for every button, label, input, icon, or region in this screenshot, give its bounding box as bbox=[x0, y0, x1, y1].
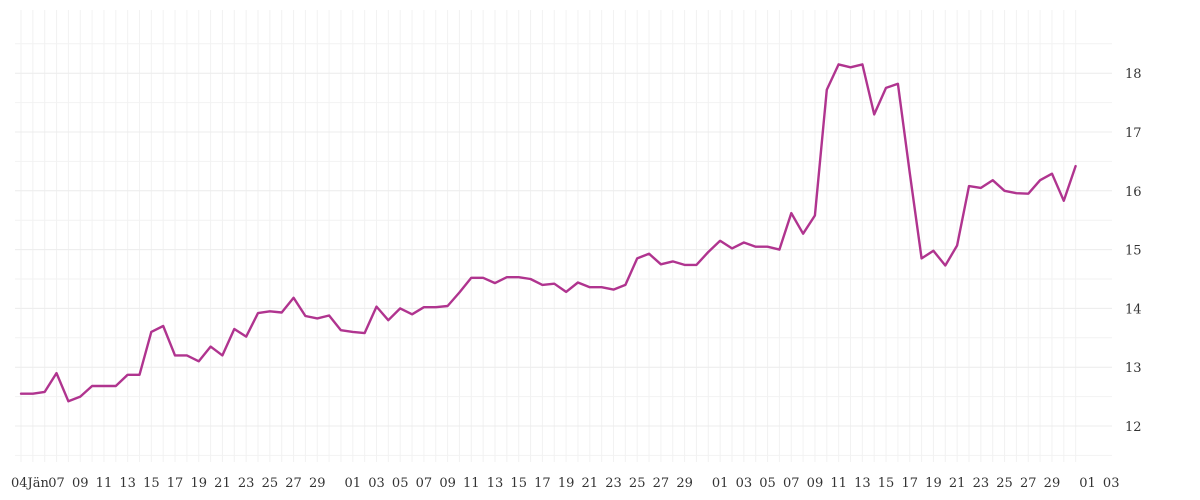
x-tick-label: 17 bbox=[901, 476, 918, 491]
y-tick-label: 16 bbox=[1125, 185, 1142, 200]
x-tick-label: 19 bbox=[558, 476, 575, 491]
x-tick-label: 15 bbox=[878, 476, 895, 491]
x-tick-label: 07 bbox=[48, 476, 65, 491]
x-tick-label: 13 bbox=[854, 476, 871, 491]
x-tick-label: 01 bbox=[345, 476, 362, 491]
x-axis-labels: 04Jän 07 09 11 13 15 17 19 21 23 25 27 29 01 03 05 07 09 1… bbox=[11, 476, 1119, 491]
x-tick-label: 09 bbox=[439, 476, 456, 491]
x-tick-label: 01 bbox=[712, 476, 729, 491]
x-tick-label: 27 bbox=[285, 476, 302, 491]
y-axis-labels: 12 13 14 15 16 17 18 bbox=[1125, 67, 1142, 435]
x-tick-label: 17 bbox=[167, 476, 184, 491]
series-line bbox=[19, 63, 1077, 403]
y-tick-label: 15 bbox=[1125, 244, 1142, 259]
x-tick-label: 11 bbox=[830, 476, 847, 491]
y-tick-label: 18 bbox=[1125, 67, 1142, 82]
x-tick-label: 05 bbox=[759, 476, 776, 491]
x-tick-label: 17 bbox=[534, 476, 551, 491]
x-tick-label: 29 bbox=[676, 476, 693, 491]
x-tick-label: 25 bbox=[996, 476, 1013, 491]
x-tick-label: 23 bbox=[238, 476, 255, 491]
x-tick-label: 15 bbox=[143, 476, 160, 491]
x-tick-label: 04Jän bbox=[11, 476, 50, 491]
x-tick-label: 23 bbox=[973, 476, 990, 491]
x-tick-label: 11 bbox=[463, 476, 480, 491]
x-tick-label: 21 bbox=[582, 476, 599, 491]
x-tick-label: 05 bbox=[392, 476, 409, 491]
x-tick-label: 25 bbox=[629, 476, 646, 491]
vertical-gridlines bbox=[20, 10, 1077, 462]
x-tick-label: 03 bbox=[368, 476, 385, 491]
x-tick-label: 29 bbox=[1044, 476, 1061, 491]
x-tick-label: 01 bbox=[1079, 476, 1096, 491]
x-tick-label: 27 bbox=[1020, 476, 1037, 491]
y-tick-label: 14 bbox=[1125, 302, 1142, 317]
x-tick-label: 09 bbox=[72, 476, 89, 491]
horizontal-gridlines bbox=[15, 43, 1112, 456]
x-tick-label: 21 bbox=[949, 476, 966, 491]
x-tick-label: 11 bbox=[96, 476, 113, 491]
x-tick-label: 19 bbox=[190, 476, 207, 491]
x-tick-label: 23 bbox=[605, 476, 622, 491]
x-tick-label: 03 bbox=[1103, 476, 1120, 491]
x-tick-label: 03 bbox=[736, 476, 753, 491]
x-tick-label: 27 bbox=[653, 476, 670, 491]
y-tick-label: 17 bbox=[1125, 126, 1142, 141]
series-layer bbox=[19, 63, 1077, 403]
x-tick-label: 13 bbox=[119, 476, 136, 491]
x-tick-label: 07 bbox=[416, 476, 433, 491]
x-tick-label: 25 bbox=[262, 476, 279, 491]
x-tick-label: 07 bbox=[783, 476, 800, 491]
x-tick-label: 09 bbox=[807, 476, 824, 491]
x-tick-label: 15 bbox=[510, 476, 527, 491]
x-tick-label: 13 bbox=[487, 476, 504, 491]
y-tick-label: 12 bbox=[1125, 420, 1142, 435]
x-tick-label: 29 bbox=[309, 476, 326, 491]
y-tick-label: 13 bbox=[1125, 361, 1142, 376]
x-tick-label: 19 bbox=[925, 476, 942, 491]
x-tick-label: 21 bbox=[214, 476, 231, 491]
